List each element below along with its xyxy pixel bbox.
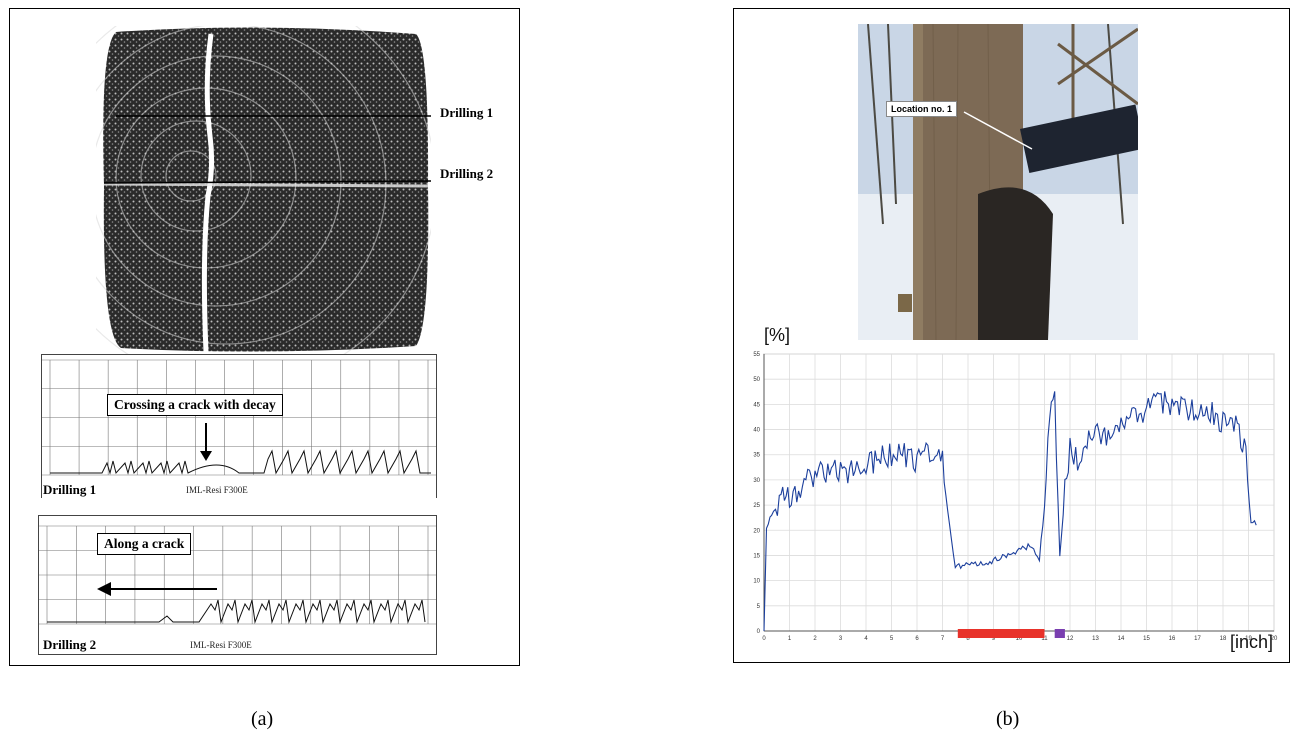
y-tick-label: 55 [753,352,760,358]
x-tick-label: 18 [1220,636,1227,642]
drilling2-device-label: IML-Resi F300E [190,640,252,650]
resistance-trace [50,449,431,475]
y-tick-label: 45 [753,402,760,408]
y-tick-label: 20 [753,528,760,534]
drilling1-device-label: IML-Resi F300E [186,485,248,495]
y-tick-label: 15 [753,553,760,559]
x-tick-label: 10 [1016,636,1023,642]
drilling2-line-label: Drilling 2 [440,166,494,181]
drilling1-annotation: Crossing a crack with decay [107,394,283,416]
caption-b: (b) [996,708,1020,730]
panel-a: Drilling 1 Drilling 2 Crossing a crack w… [9,8,520,666]
timber-cross-section [96,26,431,354]
utility-pole-photo [858,24,1138,340]
panel-b: Location no. 1 [%] [inch] 0 1 2 3 4 5 6 7 8 9 10 11… [733,8,1290,663]
x-tick-label: 1 [788,636,792,642]
x-tick-label: 15 [1143,636,1150,642]
x-tick-label: 20 [1271,636,1278,642]
y-tick-label: 5 [757,604,761,610]
drilling1-chart-title: Drilling 1 [43,482,97,497]
x-tick-label: 6 [915,636,919,642]
drilling2-resistograph: Along a crack [38,515,437,655]
x-tick-label: 19 [1245,636,1252,642]
resistance-series-line [763,391,1257,632]
x-tick-label: 13 [1092,636,1099,642]
axis-band [1054,629,1065,638]
x-tick-label: 14 [1118,636,1125,642]
caption-a: (a) [251,708,274,730]
x-tick-label: 9 [992,636,996,642]
x-tick-label: 11 [1041,636,1048,642]
y-tick-label: 50 [753,377,760,383]
drilling1-resistograph: Crossing a crack with decay [41,354,437,498]
y-tick-label: 25 [753,503,760,509]
x-tick-label: 3 [839,636,843,642]
x-tick-label: 7 [941,636,945,642]
drilling2-chart-title: Drilling 2 [43,637,97,652]
x-tick-label: 2 [813,636,817,642]
resistance-profile-chart: 0 1 2 3 4 5 6 7 8 9 10 11 12 13 14 15 16 17 18 19 2005101520… [753,352,1278,642]
location-label: Location no. 1 [886,101,958,117]
location-pointer-line [963,111,1033,150]
drilling2-annotation: Along a crack [97,533,192,555]
x-tick-label: 5 [890,636,894,642]
x-tick-label: 4 [864,636,868,642]
drilling1-line-label: Drilling 1 [440,105,494,120]
x-tick-label: 16 [1169,636,1176,642]
decay-arrow-head [200,451,212,461]
resistance-trace [47,599,426,624]
y-tick-label: 35 [753,453,760,459]
y-tick-label: 0 [757,629,761,635]
y-tick-label: 40 [753,428,760,434]
crack-arrow-head [97,582,111,596]
x-tick-label: 12 [1067,636,1074,642]
y-axis-unit-label: [%] [764,325,791,345]
y-tick-label: 10 [753,579,760,585]
x-tick-label: 0 [762,636,766,642]
axis-band [957,629,1045,638]
x-tick-label: 8 [966,636,970,642]
y-tick-label: 30 [753,478,760,484]
x-tick-label: 17 [1194,636,1201,642]
x-axis-unit-label: [inch] [1230,632,1274,652]
